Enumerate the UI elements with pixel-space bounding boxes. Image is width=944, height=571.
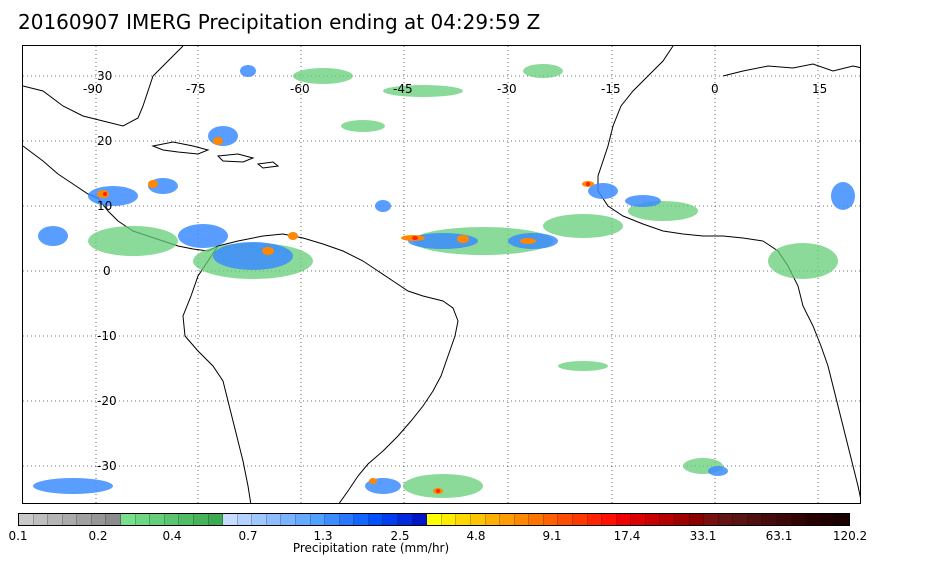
colorbar-swatch — [237, 514, 253, 525]
lon-label: -30 — [497, 82, 517, 96]
lon-label: -15 — [601, 82, 621, 96]
lon-label: -90 — [83, 82, 103, 96]
colorbar-swatch — [718, 514, 734, 525]
colorbar-swatch — [427, 514, 442, 525]
lat-label: -30 — [97, 459, 117, 473]
colorbar-swatch — [747, 514, 763, 525]
lon-label: -60 — [290, 82, 310, 96]
colorbar-swatch — [223, 514, 238, 525]
colorbar-swatch — [689, 514, 705, 525]
map-title: 20160907 IMERG Precipitation ending at 0… — [18, 10, 541, 34]
colorbar-swatch — [456, 514, 471, 525]
colorbar-swatch — [470, 514, 486, 525]
colorbar-swatch — [631, 514, 646, 525]
colorbar-swatch — [398, 514, 413, 525]
colorbar-swatch — [704, 514, 719, 525]
coastlines — [23, 46, 860, 503]
colorbar-swatch — [412, 514, 428, 525]
colorbar-swatch — [383, 514, 399, 525]
colorbar-swatch — [150, 514, 165, 525]
colorbar — [18, 513, 850, 526]
colorbar-swatch — [33, 514, 49, 525]
colorbar-swatch — [325, 514, 340, 525]
colorbar-swatch — [62, 514, 78, 525]
colorbar-swatch — [281, 514, 296, 525]
colorbar-swatch — [660, 514, 676, 525]
colorbar-swatch — [135, 514, 151, 525]
colorbar-swatch — [602, 514, 617, 525]
colorbar-title: Precipitation rate (mm/hr) — [292, 541, 450, 555]
precipitation-field — [33, 64, 855, 498]
colorbar-swatch — [675, 514, 690, 525]
colorbar-swatch — [500, 514, 515, 525]
colorbar-swatch — [295, 514, 311, 525]
lon-label: 0 — [711, 82, 719, 96]
colorbar-swatch — [791, 514, 807, 525]
colorbar-swatch — [77, 514, 92, 525]
lat-label: 10 — [97, 199, 113, 213]
colorbar-swatch — [266, 514, 282, 525]
lat-label: -20 — [97, 394, 117, 408]
colorbar-swatch — [645, 514, 661, 525]
precipitation-map[interactable]: -90 -75 -60 -45 -30 -15 0 15 30 20 10 0 … — [22, 45, 861, 504]
colorbar-tick-label: 0.4 — [162, 529, 182, 543]
colorbar-tick-label: 0.2 — [88, 529, 108, 543]
colorbar-tick-label: 4.8 — [466, 529, 486, 543]
lat-label: -10 — [97, 329, 117, 343]
colorbar-swatch — [106, 514, 122, 525]
colorbar-swatch — [572, 514, 588, 525]
colorbar-swatch — [587, 514, 603, 525]
colorbar-swatch — [48, 514, 63, 525]
lat-label: 30 — [97, 69, 113, 83]
colorbar-swatch — [252, 514, 267, 525]
colorbar-swatch — [91, 514, 107, 525]
colorbar-tick-label: 17.4 — [613, 529, 641, 543]
colorbar-tick-label: 9.1 — [542, 529, 562, 543]
colorbar-swatch — [485, 514, 501, 525]
colorbar-tick-label: 0.7 — [238, 529, 258, 543]
lon-label: -75 — [186, 82, 206, 96]
colorbar-swatch — [121, 514, 136, 525]
colorbar-swatch — [514, 514, 530, 525]
colorbar-tick-label: 33.1 — [689, 529, 717, 543]
lon-label: -45 — [393, 82, 413, 96]
colorbar-tick-label: 1.3 — [313, 529, 333, 543]
colorbar-swatch — [762, 514, 778, 525]
colorbar-swatch — [820, 514, 836, 525]
colorbar-tick-label: 2.5 — [390, 529, 410, 543]
colorbar-swatch — [368, 514, 384, 525]
colorbar-swatch — [441, 514, 457, 525]
colorbar-tick-label: 63.1 — [765, 529, 793, 543]
lat-label: 20 — [97, 134, 113, 148]
colorbar-swatch — [616, 514, 632, 525]
colorbar-swatch — [164, 514, 180, 525]
colorbar-swatch — [835, 514, 849, 525]
colorbar-swatch — [733, 514, 748, 525]
map-canvas — [23, 46, 860, 503]
colorbar-swatch — [19, 514, 34, 525]
colorbar-swatch — [179, 514, 194, 525]
colorbar-swatch — [208, 514, 224, 525]
colorbar-swatch — [806, 514, 821, 525]
colorbar-swatch — [339, 514, 355, 525]
colorbar-swatch — [777, 514, 792, 525]
gridlines — [23, 46, 860, 503]
lat-label: 0 — [103, 264, 111, 278]
colorbar-swatch — [529, 514, 544, 525]
colorbar-swatch — [310, 514, 326, 525]
colorbar-swatch — [543, 514, 559, 525]
colorbar-swatch — [354, 514, 369, 525]
colorbar-swatch — [558, 514, 573, 525]
colorbar-swatch — [193, 514, 209, 525]
colorbar-tick-label: 0.1 — [8, 529, 28, 543]
colorbar-tick-label: 120.2 — [832, 529, 868, 543]
lon-label: 15 — [812, 82, 828, 96]
